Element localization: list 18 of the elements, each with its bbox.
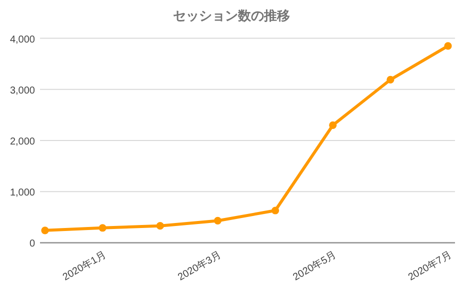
y-tick-label: 1,000 <box>10 188 36 199</box>
point <box>214 216 222 225</box>
x-tick-label: 2020年1月 <box>60 248 108 283</box>
y-tick-label: 3,000 <box>10 85 36 96</box>
point <box>41 226 49 234</box>
x-tick-label: 2020年7月 <box>406 248 454 283</box>
point <box>329 121 337 129</box>
y-tick-label: 0 <box>29 238 36 250</box>
x-tick-label: 2020年5月 <box>290 248 338 283</box>
y-tick-label: 4,000 <box>10 34 36 46</box>
point <box>444 42 452 50</box>
chart-title: セッション数の推移 <box>173 8 290 23</box>
x-tick-label: 2020年3月 <box>176 248 224 283</box>
point <box>98 224 106 232</box>
y-tick-label: 2,000 <box>10 136 36 148</box>
point <box>386 76 394 84</box>
point <box>271 206 280 214</box>
point <box>156 222 164 230</box>
